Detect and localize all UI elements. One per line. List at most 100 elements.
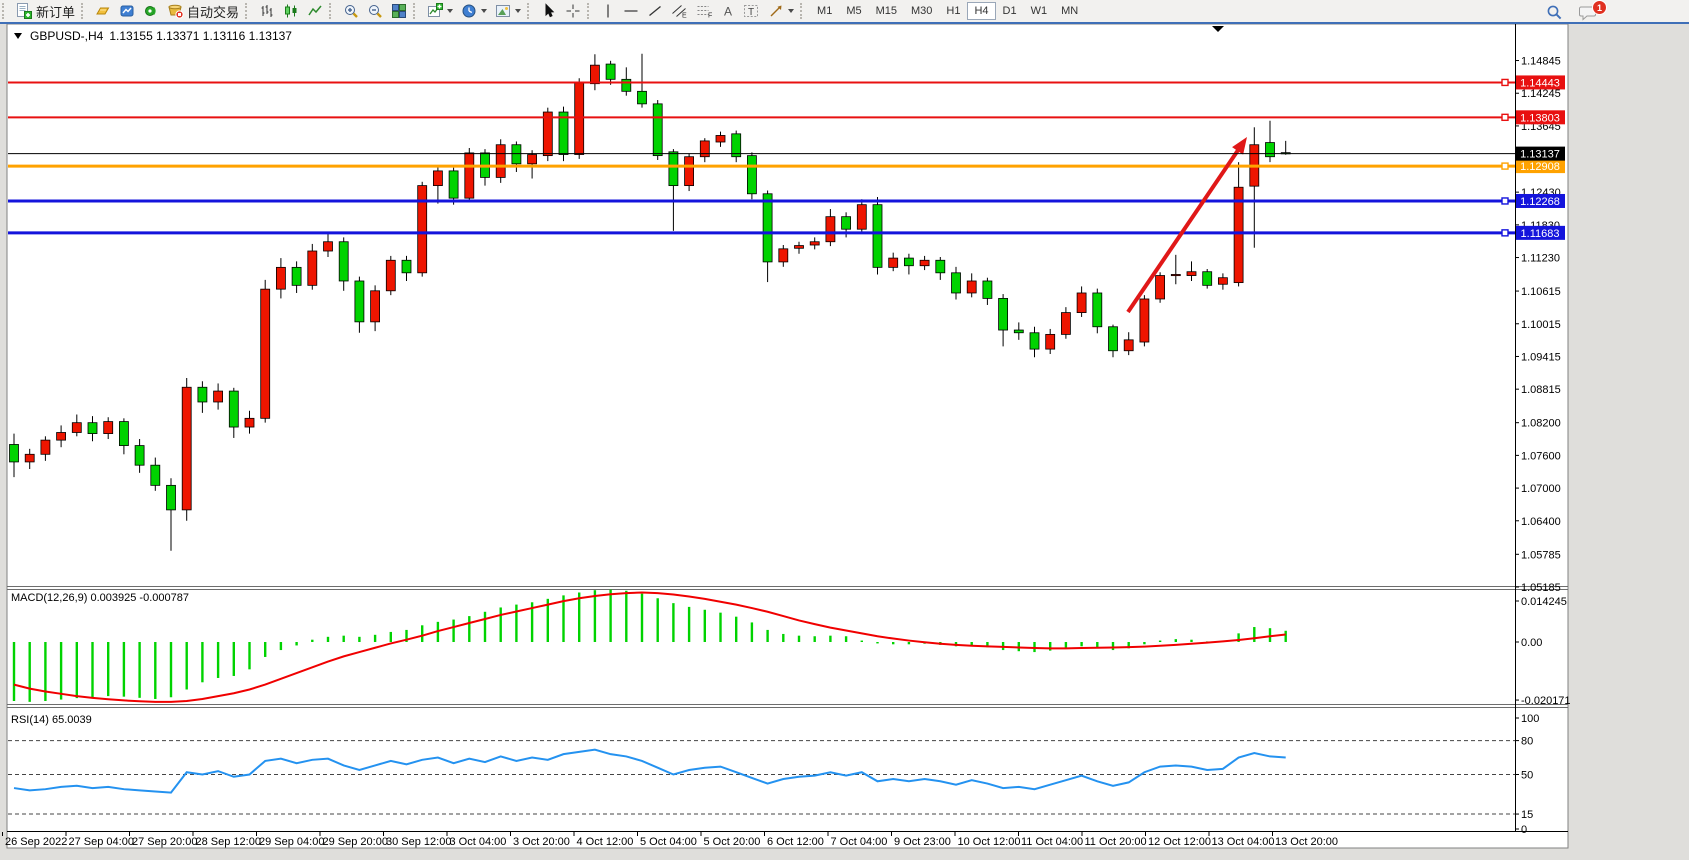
trendline-tool-button[interactable] (643, 0, 667, 22)
rsi-tick-label: 50 (1521, 770, 1533, 782)
trend-arrow-head[interactable] (1232, 137, 1247, 155)
timeframe-button-D1[interactable]: D1 (1002, 5, 1017, 17)
chart-collapse-icon[interactable] (14, 33, 22, 39)
candlestick (1013, 322, 1024, 340)
line-anchor-handle[interactable] (1501, 229, 1509, 237)
timeframe-button-H4[interactable]: H4 (967, 2, 996, 20)
clock-icon (462, 4, 476, 18)
arrows-tool-button[interactable] (764, 0, 798, 22)
text-label-tool-button[interactable]: T (739, 0, 764, 22)
timeframe-button-MN[interactable]: MN (1061, 5, 1079, 17)
candlestick (197, 381, 208, 413)
timeframe-button-W1[interactable]: W1 (1030, 5, 1048, 17)
bar-chart-mode-button[interactable] (255, 0, 279, 22)
cursor-icon (545, 3, 555, 18)
group-grip[interactable] (329, 3, 336, 19)
auto-trading-button[interactable]: 自动交易 (163, 0, 243, 22)
periods-dropdown-icon[interactable] (481, 9, 488, 13)
crosshair-tool-button[interactable] (561, 0, 585, 22)
line-anchor-handle[interactable] (1501, 78, 1509, 87)
text-tool-button[interactable]: A (717, 0, 739, 22)
vertical-line-icon (607, 4, 609, 18)
vertical-line-tool-button[interactable] (597, 0, 619, 22)
horizontal-line-icon (624, 10, 638, 12)
group-grip[interactable] (81, 3, 88, 19)
group-grip[interactable] (587, 3, 594, 19)
group-grip[interactable] (800, 3, 807, 19)
time-tick-label: 7 Oct 04:00 (831, 836, 888, 848)
group-grip[interactable] (527, 3, 534, 19)
zoom-in-button[interactable] (339, 0, 363, 22)
new-order-label: 新订单 (36, 4, 76, 20)
equidistant-channel-tool-button[interactable]: E (667, 0, 692, 22)
candlestick-chart-icon (285, 4, 297, 18)
signals-icon (145, 6, 156, 16)
price-tick-label: 1.11230 (1521, 253, 1560, 265)
timeframe-button-M5[interactable]: M5 (846, 5, 862, 17)
candlestick (1123, 332, 1134, 356)
candlestick (558, 106, 569, 162)
group-grip[interactable] (413, 3, 420, 19)
candlestick (244, 410, 255, 434)
svg-text:1.14443: 1.14443 (1520, 77, 1560, 89)
fibonacci-icon: F (697, 6, 712, 19)
candlestick (119, 418, 129, 455)
time-tick-label: 3 Oct 20:00 (513, 836, 570, 848)
rsi-indicator-label: RSI(14) 65.0039 (11, 714, 92, 726)
line-anchor-handle[interactable] (1501, 113, 1509, 122)
timeframe-button-M15[interactable]: M15 (875, 5, 897, 17)
time-tick-label: 26 Sep 2022 (5, 836, 67, 848)
expert-advisor-button[interactable] (115, 0, 139, 22)
group-grip[interactable] (245, 3, 252, 19)
templates-button[interactable] (491, 0, 525, 22)
candlestick-mode-button[interactable] (279, 0, 303, 22)
time-tick-label: 5 Oct 20:00 (704, 836, 761, 848)
signals-button[interactable] (139, 0, 163, 22)
timeframe-button-M30[interactable]: M30 (911, 5, 933, 17)
line-anchor-handle[interactable] (1501, 197, 1509, 205)
timeframe-button-M1[interactable]: M1 (817, 5, 833, 17)
candlestick (888, 252, 899, 272)
time-tick-label: 11 Oct 04:00 (1021, 836, 1083, 848)
tile-windows-button[interactable] (387, 0, 411, 22)
price-tick-label: 1.10615 (1521, 286, 1561, 298)
candlestick (778, 245, 789, 267)
candlestick (1186, 261, 1197, 281)
chart-shift-marker[interactable] (1212, 26, 1224, 32)
candlestick (307, 243, 318, 290)
market-gold-button[interactable] (91, 0, 115, 22)
indicators-button[interactable] (423, 0, 457, 22)
indicators-dropdown-icon[interactable] (447, 9, 454, 13)
periods-button[interactable] (457, 0, 491, 22)
arrows-dropdown-icon[interactable] (788, 9, 795, 13)
text-label-tool-icon: T (744, 5, 759, 18)
candlestick (354, 276, 365, 333)
candlestick (385, 255, 396, 296)
macd-tick-label: 0.00 (1521, 637, 1542, 649)
line-chart-mode-button[interactable] (303, 0, 327, 22)
candlestick (166, 478, 176, 551)
search-button[interactable] (1542, 1, 1567, 23)
toolbar-grip[interactable] (2, 3, 9, 19)
candlestick (1218, 273, 1228, 290)
zoom-out-button[interactable] (363, 0, 387, 22)
trend-arrow[interactable] (1126, 142, 1245, 314)
templates-dropdown-icon[interactable] (515, 9, 522, 13)
price-tick-label: 1.08815 (1521, 384, 1561, 396)
new-order-button[interactable]: 新订单 (12, 0, 79, 22)
cursor-tool-button[interactable] (537, 0, 561, 22)
candlestick (1265, 120, 1275, 163)
line-anchor-handle[interactable] (1501, 162, 1509, 170)
chat-button[interactable]: 1 (1574, 0, 1607, 23)
horizontal-line-tool-button[interactable] (619, 0, 643, 22)
price-tick-label: 1.14245 (1521, 88, 1561, 100)
new-order-icon (17, 3, 32, 19)
bar-chart-icon (261, 5, 273, 17)
timeframe-button-H1[interactable]: H1 (946, 5, 961, 17)
fibonacci-tool-button[interactable]: F (692, 0, 717, 22)
candlestick (605, 60, 616, 85)
candlestick (213, 383, 224, 410)
ohlc-values: 1.13155 1.13371 1.13116 1.13137 (109, 29, 292, 43)
rsi-line (13, 748, 1286, 794)
